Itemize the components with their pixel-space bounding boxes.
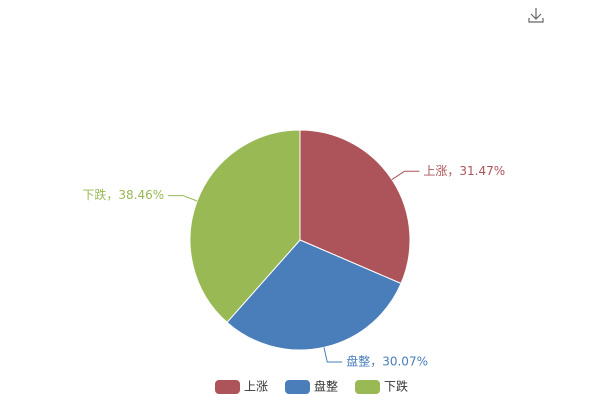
legend-swatch — [285, 380, 310, 394]
download-button[interactable] — [528, 8, 544, 23]
pie-slice — [299, 129, 411, 285]
label-line — [323, 347, 343, 363]
legend-label: 上涨 — [244, 379, 268, 394]
legend-label: 下跌 — [384, 379, 408, 394]
legend-label: 盘整 — [314, 379, 338, 394]
label-line — [168, 195, 198, 202]
data-label: 下跌，38.46% — [82, 187, 164, 202]
pie-slice — [226, 239, 402, 351]
data-label: 盘整，30.07% — [346, 353, 428, 368]
data-label: 上涨，31.47% — [423, 163, 505, 178]
legend-swatch — [355, 380, 380, 394]
legend-swatch — [215, 380, 240, 394]
label-line — [391, 170, 420, 180]
pie-slice — [189, 129, 301, 324]
